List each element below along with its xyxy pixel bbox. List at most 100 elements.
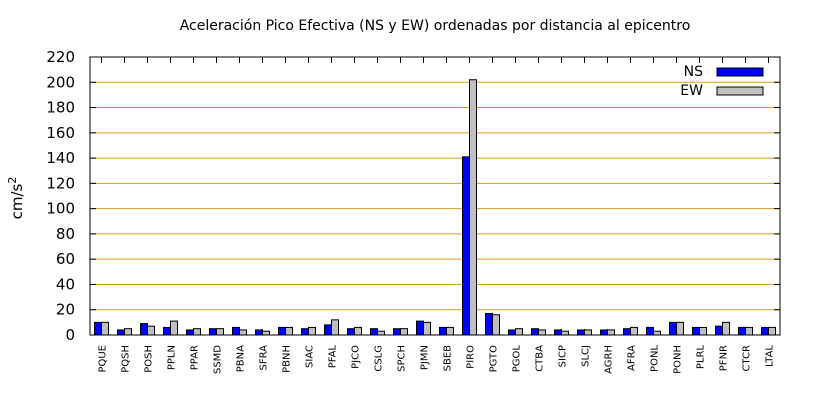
bar-ns-spch <box>393 328 401 336</box>
bar-ew-pjco <box>354 326 362 336</box>
chart-title: Aceleración Pico Efectiva (NS y EW) orde… <box>180 18 691 34</box>
y-axis-ticks: 0 20 40 60 80 100 120 140 160 180 200 220 <box>46 48 780 344</box>
bar-ns-ctba <box>531 328 539 336</box>
bar-ns-piro <box>462 156 470 336</box>
y-axis-label-unit: cm/s <box>8 183 26 219</box>
y-tick-label: 60 <box>56 250 75 268</box>
y-tick-label: 20 <box>56 301 75 319</box>
bar-ns-pgol <box>508 329 516 336</box>
bar-ns-posh <box>140 323 148 336</box>
bar-ew-piro <box>469 79 477 336</box>
bar-ew-plrl <box>699 326 707 336</box>
bar-ew-ctcr <box>745 326 753 336</box>
x-tick-label: PPLN <box>167 345 178 370</box>
x-tick-label: POSH <box>144 345 155 373</box>
bar-ew-ppln <box>170 320 178 336</box>
x-tick-label: PONH <box>673 345 684 374</box>
x-tick-label: SFRA <box>259 345 270 371</box>
legend-swatch-ns <box>716 67 764 77</box>
bar-ns-ltal <box>761 326 769 336</box>
bar-ns-pjmn <box>416 320 424 336</box>
bar-ns-pfal <box>324 324 332 336</box>
y-tick-label: 80 <box>56 225 75 243</box>
bar-ew-sicp <box>561 330 569 336</box>
bar-ew-pqsh <box>124 328 132 336</box>
x-tick-label: PLRL <box>696 345 707 370</box>
x-tick-label: PQUE <box>98 345 109 373</box>
bar-ew-pgol <box>515 328 523 336</box>
bar-ns-agrh <box>600 329 608 336</box>
x-tick-label: PJMN <box>420 345 431 370</box>
legend-label-ns: NS <box>684 64 703 80</box>
bar-ew-ponl <box>653 330 661 336</box>
y-tick-label: 200 <box>46 73 75 91</box>
bar-ns-pjco <box>347 328 355 336</box>
grid-layer <box>90 81 780 311</box>
x-tick-label: PJCO <box>351 345 362 369</box>
bar-ns-afra <box>623 328 631 336</box>
y-tick-label: 100 <box>46 200 75 218</box>
bar-ns-pfnr <box>715 325 723 336</box>
bar-ns-plrl <box>692 326 700 336</box>
bar-ns-ponl <box>646 326 654 336</box>
x-tick-label: PFAL <box>328 345 339 369</box>
x-tick-label: SPCH <box>397 345 408 372</box>
bar-ns-ppln <box>163 326 171 336</box>
bar-ew-posh <box>147 325 155 336</box>
x-tick-label: CTBA <box>535 345 546 372</box>
bar-ns-cslg <box>370 328 378 336</box>
bar-ew-ltal <box>768 326 776 336</box>
y-tick-label: 140 <box>46 149 75 167</box>
x-tick-label: SBEB <box>443 345 454 372</box>
bar-ew-ppar <box>193 328 201 336</box>
bar-ns-sicp <box>554 329 562 336</box>
bar-ew-slcj <box>584 329 592 336</box>
bar-ew-agrh <box>607 329 615 336</box>
bar-ew-sbeb <box>446 326 454 336</box>
x-tick-label: PPAR <box>190 345 201 370</box>
y-tick-label: 40 <box>56 275 75 293</box>
bar-ew-sfra <box>262 330 270 336</box>
bar-ew-pque <box>101 321 109 336</box>
y-tick-label: 220 <box>46 48 75 66</box>
legend: NS EW <box>680 64 764 99</box>
bar-ew-pfnr <box>722 321 730 336</box>
x-tick-label: PFNR <box>719 345 730 371</box>
x-axis-ticks: PQUE PQSH POSH PPLN PPAR SSMD PBNA SFRA PBNH SIAC… <box>98 57 776 374</box>
x-tick-label: PONL <box>650 345 661 372</box>
x-tick-label: PIRO <box>466 345 477 369</box>
bar-ew-spch <box>400 328 408 336</box>
bar-ew-pfal <box>331 319 339 336</box>
bar-ns-pque <box>94 321 102 336</box>
bar-ns-siac <box>301 328 309 336</box>
bar-ew-pbna <box>239 329 247 336</box>
x-tick-label: SIAC <box>305 345 316 368</box>
bar-ns-slcj <box>577 329 585 336</box>
x-tick-label: PQSH <box>121 345 132 373</box>
legend-label-ew: EW <box>680 83 703 99</box>
x-tick-label: LTAL <box>765 345 776 367</box>
bar-ew-cslg <box>377 330 385 336</box>
x-tick-label: PGOL <box>512 345 523 373</box>
bar-ew-ctba <box>538 329 546 336</box>
bar-ns-ponh <box>669 321 677 336</box>
bar-ew-afra <box>630 326 638 336</box>
bar-ns-pbna <box>232 326 240 336</box>
y-tick-label: 160 <box>46 124 75 142</box>
y-tick-label: 120 <box>46 174 75 192</box>
bar-ns-pqsh <box>117 329 125 336</box>
bar-ew-ssmd <box>216 328 224 336</box>
bar-ew-pjmn <box>423 321 431 336</box>
x-tick-label: AGRH <box>604 345 615 374</box>
x-tick-label: CSLG <box>374 345 385 372</box>
x-tick-label: SSMD <box>213 345 224 374</box>
plot-frame <box>89 56 781 336</box>
bar-ns-ctcr <box>738 326 746 336</box>
bar-ns-sfra <box>255 329 263 336</box>
bar-ns-sbeb <box>439 326 447 336</box>
bar-ns-pgto <box>485 313 493 336</box>
bar-ns-ppar <box>186 329 194 336</box>
bar-ew-ponh <box>676 321 684 336</box>
y-axis-label-exponent: 2 <box>6 177 19 184</box>
